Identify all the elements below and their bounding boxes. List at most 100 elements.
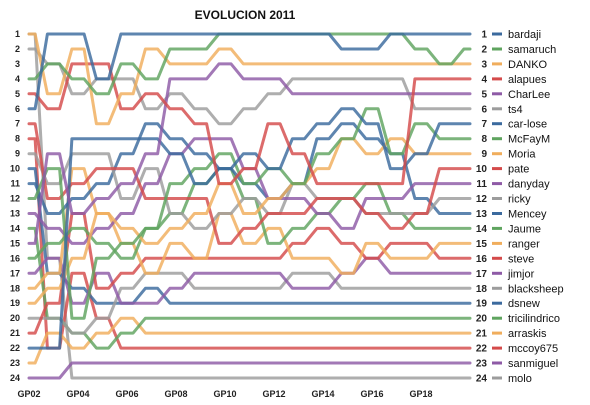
legend-name: ts4 (508, 104, 523, 116)
series-line-pate (27, 122, 472, 245)
y-tick-label: 17 (10, 268, 20, 278)
legend-name: arraskis (508, 328, 547, 340)
legend-entry-dsnew: 19 dsnew (476, 298, 540, 310)
legend-name: molo (508, 373, 532, 385)
legend-entry-pate: 10 pate (476, 164, 530, 176)
legend-entry-Moria: 9 Moria (481, 149, 536, 161)
legend-rank: 8 (481, 134, 487, 145)
series-line-tricilindrico (27, 226, 472, 350)
legend-entry-ranger: 15 ranger (476, 238, 540, 250)
y-tick-label: 11 (10, 179, 20, 189)
series-line-alapues (27, 62, 472, 186)
legend-rank: 2 (481, 45, 487, 56)
legend-rank: 1 (481, 30, 487, 41)
legend-rank: 5 (481, 89, 487, 100)
legend-name: McFayM (508, 134, 550, 146)
series-line-DANKO (27, 32, 472, 126)
y-tick-label: 16 (10, 253, 20, 263)
legend-name: Jaume (508, 223, 541, 235)
y-tick-label: 2 (15, 44, 20, 54)
series-line-sanmiguel (27, 361, 472, 380)
series-line-Moria (27, 137, 472, 305)
x-tick-label: GP06 (115, 389, 138, 399)
legend-rank: 9 (481, 149, 487, 160)
y-tick-label: 21 (10, 328, 20, 338)
y-tick-label: 24 (10, 373, 20, 383)
legend-name: pate (508, 164, 529, 176)
y-tick-label: 1 (15, 29, 20, 39)
y-tick-label: 8 (15, 134, 20, 144)
legend: 1 bardaji 2 samaruch 3 DANKO 4 alapues 5 CharLee 6… (476, 29, 564, 385)
chart-title: EVOLUCION 2011 (195, 8, 296, 22)
x-tick-label: GP10 (213, 389, 236, 399)
legend-name: steve (508, 253, 534, 265)
x-tick-label: GP12 (262, 389, 285, 399)
y-tick-label: 13 (10, 209, 20, 219)
legend-rank: 21 (476, 329, 488, 340)
legend-entry-alapues: 4 alapues (481, 74, 547, 86)
series-line-CharLee (27, 62, 472, 245)
legend-entry-blacksheep: 18 blacksheep (476, 283, 564, 295)
y-tick-label: 6 (15, 104, 20, 114)
series-line-bardaji (27, 32, 472, 111)
y-tick-label: 10 (10, 164, 20, 174)
y-tick-label: 22 (10, 343, 20, 353)
x-axis-tick-labels: GP02 GP04 GP06 GP08 GP10 GP12 GP14 GP16 GP18 (17, 389, 432, 399)
series-line-ricky (27, 152, 472, 230)
legend-rank: 19 (476, 299, 488, 310)
legend-entry-DANKO: 3 DANKO (481, 59, 547, 71)
legend-name: ricky (508, 194, 531, 206)
series-line-molo (27, 32, 472, 380)
legend-rank: 18 (476, 284, 488, 295)
legend-entry-car-lose: 7 car-lose (481, 119, 547, 131)
legend-entry-ts4: 6 ts4 (481, 104, 522, 116)
legend-entry-steve: 16 steve (476, 253, 534, 265)
legend-rank: 15 (476, 239, 488, 250)
y-tick-label: 15 (10, 238, 20, 248)
legend-name: danyday (508, 179, 550, 191)
legend-name: sanmiguel (508, 358, 558, 370)
y-tick-label: 12 (10, 194, 20, 204)
legend-name: CharLee (508, 89, 550, 101)
series-line-dsnew (27, 167, 472, 305)
series-line-steve (27, 212, 472, 335)
legend-entry-mccoy675: 22 mccoy675 (476, 343, 558, 355)
legend-rank: 4 (481, 74, 487, 85)
legend-rank: 23 (476, 359, 488, 370)
legend-rank: 17 (476, 269, 488, 280)
legend-rank: 24 (476, 374, 488, 385)
y-tick-label: 4 (15, 74, 20, 84)
legend-rank: 14 (476, 224, 488, 235)
legend-name: DANKO (508, 59, 548, 71)
y-tick-label: 20 (10, 313, 20, 323)
series-line-jimjor (27, 256, 472, 305)
legend-entry-danyday: 11 danyday (476, 179, 550, 191)
legend-entry-bardaji: 1 bardaji (481, 29, 541, 41)
series-line-McFayM (27, 107, 472, 320)
legend-name: jimjor (507, 268, 535, 280)
legend-name: tricilindrico (508, 313, 560, 325)
y-tick-label: 9 (15, 149, 20, 159)
x-tick-label: GP02 (17, 389, 40, 399)
y-tick-label: 5 (15, 89, 20, 99)
series-line-arraskis (27, 316, 472, 365)
legend-entry-jimjor: 17 jimjor (476, 268, 535, 280)
x-tick-label: GP18 (409, 389, 432, 399)
x-tick-label: GP08 (164, 389, 187, 399)
legend-rank: 6 (481, 104, 487, 115)
legend-name: mccoy675 (508, 343, 558, 355)
legend-entry-tricilindrico: 20 tricilindrico (476, 313, 560, 325)
legend-name: Mencey (508, 209, 547, 221)
legend-entry-CharLee: 5 CharLee (481, 89, 550, 101)
legend-rank: 3 (481, 59, 487, 70)
legend-rank: 10 (476, 164, 488, 175)
legend-rank: 16 (476, 254, 488, 265)
legend-rank: 13 (476, 209, 488, 220)
legend-name: blacksheep (508, 283, 564, 295)
y-tick-label: 23 (10, 358, 20, 368)
legend-entry-samaruch: 2 samaruch (481, 44, 556, 56)
legend-entry-Jaume: 14 Jaume (476, 223, 541, 235)
y-tick-label: 18 (10, 283, 20, 293)
